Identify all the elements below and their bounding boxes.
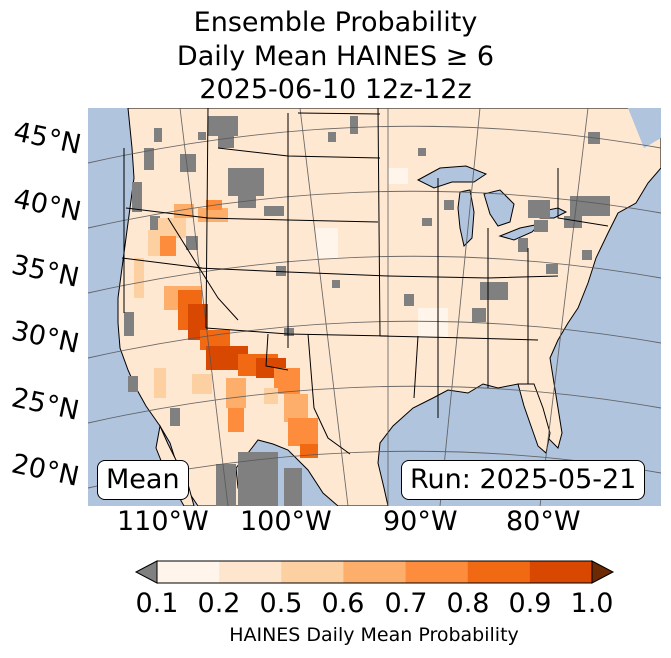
colorbar-segment-5: [467, 561, 531, 583]
colorbar-tick-0.8: 0.8: [446, 588, 490, 619]
map-svg: [88, 108, 661, 506]
colorbar-segment-6: [529, 561, 593, 583]
gulf-of-st-lawrence: [628, 108, 661, 148]
stat-label-box: Mean: [97, 460, 189, 500]
state-boundaries: [121, 108, 609, 455]
colorbar-tick-0.6: 0.6: [321, 588, 365, 619]
colorbar-under-arrow: [134, 560, 158, 584]
longitude-label-90: 90°W: [383, 506, 458, 537]
colorbar-tick-1.0: 1.0: [570, 588, 614, 619]
colorbar-segment-2: [281, 561, 344, 583]
lake-superior: [416, 165, 488, 189]
latitude-label-40: 40°N: [10, 183, 84, 228]
colorbar-frame: [156, 560, 593, 584]
title-line-2: Daily Mean HAINES ≥ 6: [176, 41, 495, 72]
latitude-label-45: 45°N: [10, 116, 84, 161]
run-date-box: Run: 2025-05-21: [401, 460, 646, 500]
missing-data-cells: [124, 116, 610, 506]
colorbar-tick-0.5: 0.5: [259, 588, 303, 619]
latitude-label-35: 35°N: [8, 249, 82, 294]
latitude-label-30: 30°N: [8, 315, 82, 360]
title-line-1: Ensemble Probability: [193, 7, 478, 38]
colorbar-tick-0.9: 0.9: [508, 588, 552, 619]
latitude-label-20: 20°N: [8, 448, 82, 493]
colorbar-label: HAINES Daily Mean Probability: [229, 624, 519, 646]
colorbar-over-arrow: [591, 560, 615, 584]
colorbar-tick-0.2: 0.2: [197, 588, 241, 619]
longitude-label-100: 100°W: [240, 506, 332, 537]
colorbar-tick-0.1: 0.1: [135, 588, 179, 619]
colorbar-segment-1: [219, 561, 282, 583]
colorbar-segment-4: [405, 561, 469, 583]
colorbar-segment-0: [157, 561, 220, 583]
longitude-label-110: 110°W: [117, 506, 209, 537]
longitude-label-80: 80°W: [506, 506, 581, 537]
probability-map: [88, 108, 661, 506]
colorbar-segments: [157, 561, 593, 583]
colorbar-tick-0.7: 0.7: [384, 588, 428, 619]
latitude-label-25: 25°N: [8, 382, 82, 427]
colorbar-segment-3: [343, 561, 407, 583]
lake-huron: [483, 189, 515, 227]
title-line-3: 2025-06-10 12z-12z: [199, 74, 472, 105]
